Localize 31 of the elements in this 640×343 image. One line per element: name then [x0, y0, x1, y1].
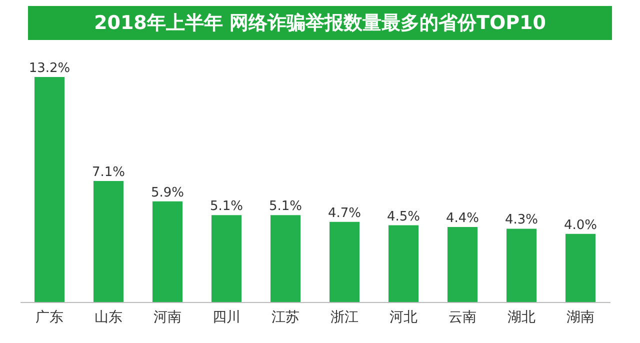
- x-tick-label: 山东: [94, 310, 122, 326]
- chart-title: 2018年上半年 网络诈骗举报数量最多的省份TOP10: [28, 6, 612, 40]
- x-tick-label: 浙江: [330, 310, 358, 326]
- bar: [270, 215, 300, 302]
- data-label: 4.7%: [328, 206, 362, 221]
- bar: [94, 180, 124, 302]
- data-label: 4.4%: [446, 211, 480, 226]
- x-tick-label: 广东: [36, 310, 64, 326]
- x-tick-label: 河北: [390, 310, 418, 326]
- bar: [34, 77, 64, 302]
- data-label: 4.0%: [564, 218, 598, 233]
- data-label: 4.5%: [386, 209, 420, 224]
- data-label: 5.1%: [210, 199, 244, 214]
- bar: [388, 225, 418, 302]
- x-tick-label: 湖北: [508, 310, 536, 326]
- bar: [448, 227, 478, 302]
- bar: [152, 201, 182, 302]
- x-tick-label: 湖南: [566, 310, 594, 326]
- data-label: 4.3%: [504, 212, 538, 228]
- data-label: 5.9%: [150, 185, 184, 200]
- x-tick-label: 河南: [154, 310, 182, 326]
- x-tick-label: 四川: [212, 310, 240, 326]
- bar: [566, 234, 596, 302]
- data-label: 5.1%: [268, 199, 302, 214]
- bar: [506, 228, 536, 302]
- x-tick-label: 江苏: [272, 310, 300, 326]
- bar: [330, 222, 360, 302]
- data-label: 7.1%: [92, 164, 126, 180]
- data-label: 13.2%: [28, 61, 70, 76]
- x-tick-label: 云南: [448, 310, 476, 326]
- bar: [212, 215, 242, 302]
